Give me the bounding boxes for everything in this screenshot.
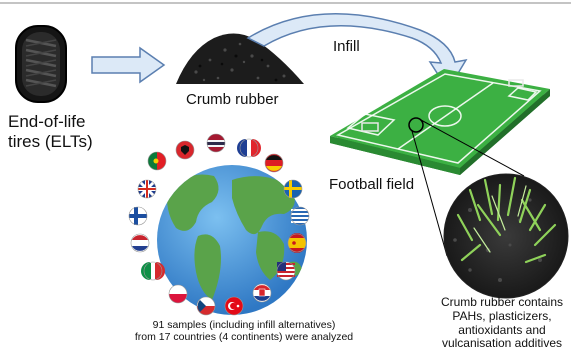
samples-caption: 91 samples (including infill alternative… — [134, 319, 354, 343]
flag-finland-icon — [128, 206, 148, 226]
samples-caption-line: 91 samples (including infill alternative… — [152, 319, 336, 331]
flag-uk-icon — [137, 179, 157, 199]
tires-label: End-of-life tires (ELTs) — [8, 112, 93, 151]
tire-icon — [15, 25, 67, 103]
flag-thailand-icon — [206, 133, 226, 153]
contains-caption-line: antioxidants and — [458, 322, 546, 337]
contains-caption: Crumb rubber contains PAHs, plasticizers… — [432, 295, 571, 351]
flag-usa-icon — [276, 261, 296, 281]
contains-caption-line: vulcanisation additives — [441, 336, 563, 351]
infill-label: Infill — [333, 38, 360, 55]
flag-france-icon — [237, 138, 261, 158]
flag-netherlands-icon — [130, 233, 150, 253]
contains-caption-line: PAHs, plasticizers, — [452, 308, 552, 323]
flag-czech-icon — [196, 296, 216, 316]
football-field-icon — [330, 69, 550, 175]
crumb-rubber-label: Crumb rubber — [186, 91, 279, 108]
flag-albania-icon — [175, 140, 195, 160]
country-flags — [128, 133, 310, 316]
flag-turkey-icon — [224, 296, 244, 316]
zoom-line — [420, 119, 525, 177]
flag-sweden-icon — [283, 179, 303, 199]
flag-poland-icon — [168, 284, 188, 304]
crumb-rubber-pile-icon — [176, 33, 304, 84]
flag-germany-icon — [264, 153, 284, 173]
flag-portugal-icon — [147, 151, 167, 171]
zoom-line — [411, 130, 448, 257]
zoom-circle — [408, 117, 424, 133]
flag-croatia-icon — [252, 283, 272, 303]
football-field-label: Football field — [329, 176, 415, 193]
flag-spain-icon — [287, 233, 307, 253]
samples-caption-line: from 17 countries (4 continents) were an… — [134, 331, 354, 344]
flag-greece-icon — [290, 206, 310, 226]
crumb-rubber-closeup-photo — [443, 173, 569, 299]
globe-icon — [157, 165, 307, 315]
flag-italy-icon — [141, 261, 165, 281]
tires-label-line: tires (ELTs) — [8, 131, 93, 151]
contains-caption-line: Crumb rubber contains — [440, 295, 564, 309]
tires-label-line: End-of-life — [8, 112, 86, 131]
process-arrow — [91, 46, 166, 84]
